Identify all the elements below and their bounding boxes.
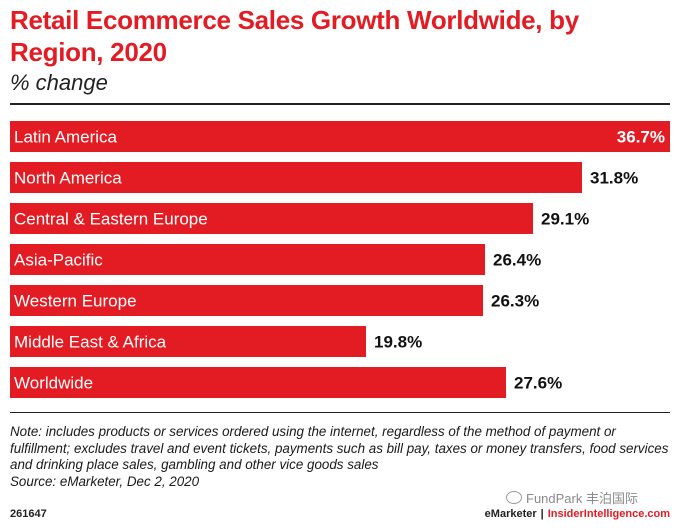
chart-note: Note: includes products or services orde… xyxy=(10,424,678,490)
wechat-icon xyxy=(506,491,522,504)
category-label-north-america: North America xyxy=(14,169,122,188)
note-text: Note: includes products or services orde… xyxy=(10,424,669,472)
brand-separator: | xyxy=(540,508,544,520)
value-label-north-america: 31.8% xyxy=(590,169,638,188)
bar-north-america xyxy=(10,162,582,193)
bar-asia-pacific xyxy=(10,244,485,275)
chart-title: Retail Ecommerce Sales Growth Worldwide,… xyxy=(10,5,579,67)
chart-id: 261647 xyxy=(10,508,47,520)
emarketer-logo-text: eMarketer xyxy=(484,508,537,520)
bottom-divider xyxy=(10,412,670,413)
value-label-worldwide: 27.6% xyxy=(514,374,562,393)
bar-worldwide xyxy=(10,367,506,398)
value-label-middle-east-africa: 19.8% xyxy=(374,333,422,352)
category-label-central-eastern-europe: Central & Eastern Europe xyxy=(14,210,208,229)
top-divider xyxy=(10,103,670,105)
value-label-western-europe: 26.3% xyxy=(491,292,539,311)
bar-latin-america xyxy=(10,121,670,152)
bar-central-eastern-europe xyxy=(10,203,533,234)
value-label-central-eastern-europe: 29.1% xyxy=(541,210,589,229)
chart-subtitle: % change xyxy=(10,70,108,95)
insider-intelligence-link[interactable]: InsiderIntelligence.com xyxy=(547,508,670,520)
bar-western-europe xyxy=(10,285,483,316)
watermark-text: FundPark 丰泊国际 xyxy=(526,491,638,506)
category-label-middle-east-africa: Middle East & Africa xyxy=(14,333,167,352)
category-label-asia-pacific: Asia-Pacific xyxy=(14,251,103,270)
value-label-latin-america: 36.7% xyxy=(617,128,665,147)
bar-middle-east-africa xyxy=(10,326,366,357)
category-label-western-europe: Western Europe xyxy=(14,292,137,311)
value-label-asia-pacific: 26.4% xyxy=(493,251,541,270)
category-label-latin-america: Latin America xyxy=(14,128,118,147)
watermark: FundPark 丰泊国际 xyxy=(506,488,638,507)
category-label-worldwide: Worldwide xyxy=(14,374,93,393)
source-text: Source: eMarketer, Dec 2, 2020 xyxy=(10,473,200,489)
footer-brand: eMarketer | InsiderIntelligence.com xyxy=(485,508,670,520)
